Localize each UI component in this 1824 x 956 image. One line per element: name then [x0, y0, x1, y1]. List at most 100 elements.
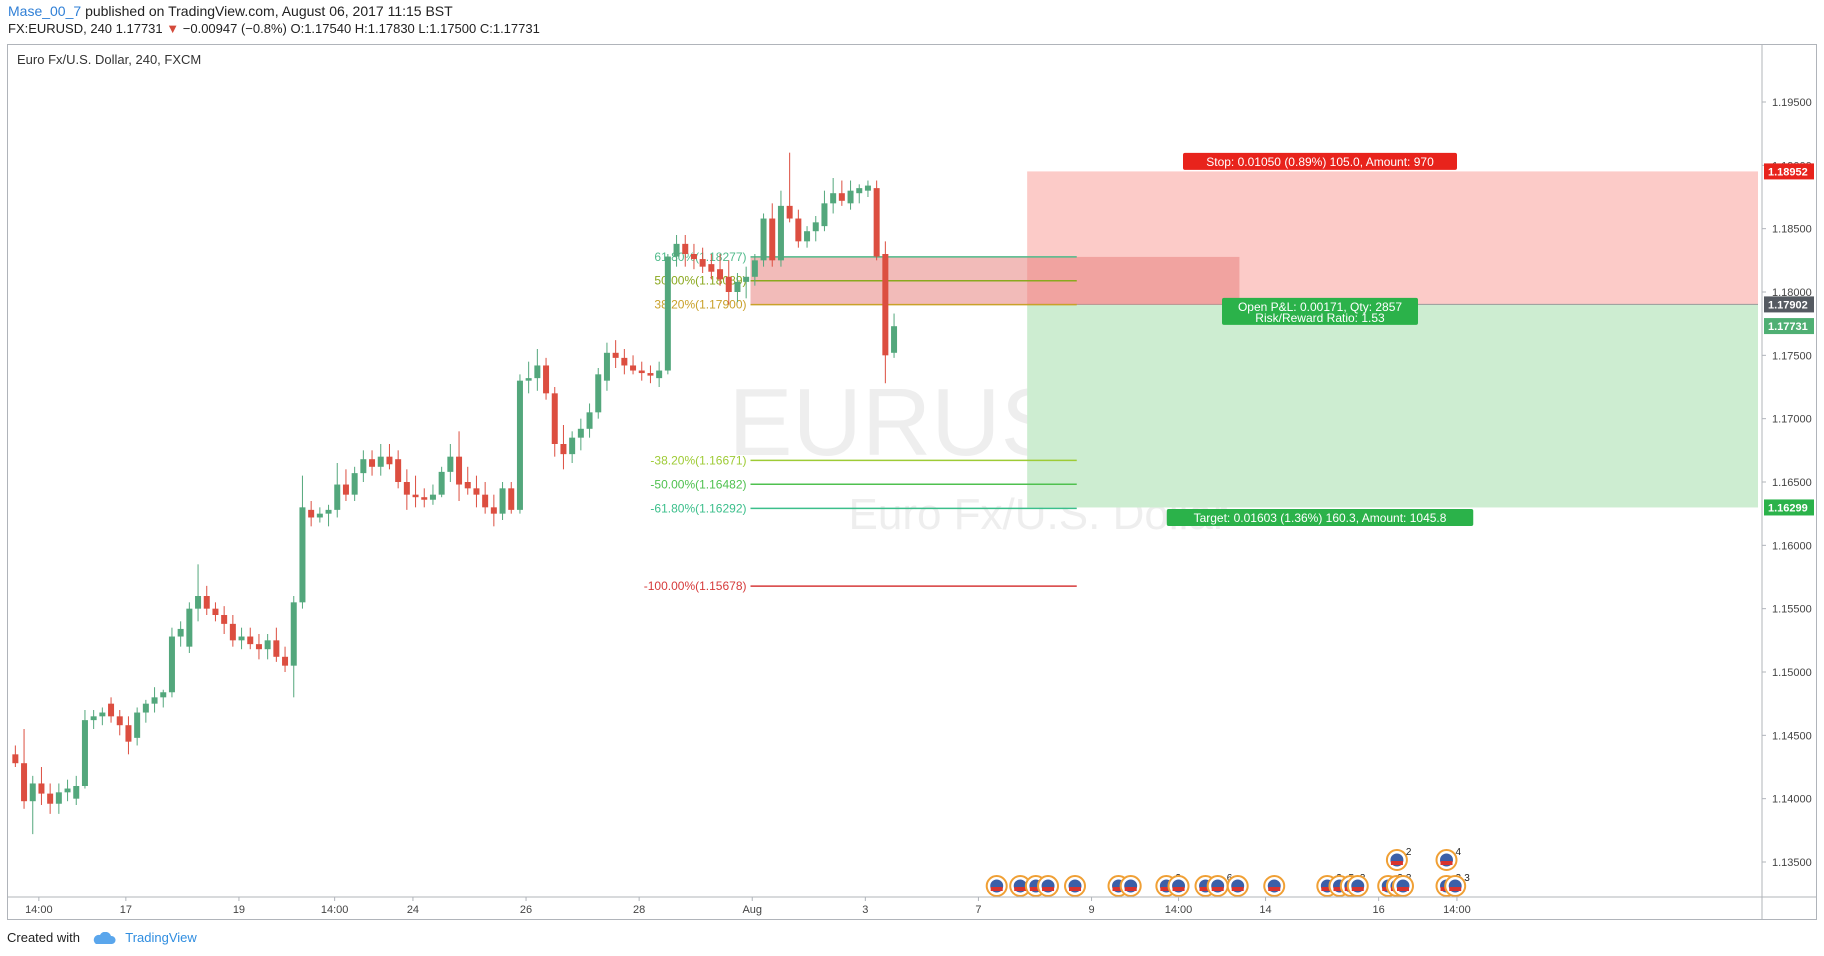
candle-up: [360, 459, 367, 474]
stop-label-bg: [1183, 152, 1457, 170]
price-label: 1.17731: [1768, 321, 1808, 333]
candle-down: [203, 596, 210, 609]
economic-event-marker[interactable]: [1167, 875, 1190, 897]
candle-down: [108, 703, 115, 717]
flag-stripe: [1397, 887, 1409, 891]
candle-up: [586, 412, 593, 429]
candle-down: [482, 494, 489, 508]
candle-down: [229, 623, 236, 641]
pnl-label-text: Open P&L: 0.00171, Qty: 2857: [1238, 300, 1402, 314]
candle-down: [221, 615, 228, 624]
price-chart[interactable]: EURUSD, 240 Euro Fx/U.S. Dollar 61.80%(1…: [8, 45, 1816, 919]
candle-up: [595, 374, 602, 413]
time-tick-label: 19: [233, 904, 245, 916]
flag-stripe: [1042, 887, 1055, 891]
candle-down: [612, 352, 619, 358]
flag-stripe: [1390, 861, 1403, 865]
economic-event-marker[interactable]: 2: [1385, 847, 1412, 871]
candle-down: [412, 494, 419, 498]
economic-event-marker[interactable]: [1119, 875, 1142, 897]
author-link[interactable]: Mase_00_7: [8, 3, 82, 19]
event-count: 3: [1464, 873, 1470, 884]
candle-down: [403, 482, 410, 495]
fib-level-label: 50.00%(1.18089): [654, 274, 746, 288]
event-markers[interactable]: 26352233324: [985, 847, 1470, 897]
price-tick-label: 1.19500: [1772, 97, 1812, 109]
price-label: 1.16299: [1768, 502, 1808, 514]
price-axis[interactable]: 1.195001.190001.185001.180001.175001.170…: [1762, 97, 1814, 869]
fibonacci-levels: 61.80%(1.18277)50.00%(1.18089)38.20%(1.1…: [644, 250, 1240, 593]
chart-frame[interactable]: EURUSD, 240 Euro Fx/U.S. Dollar 61.80%(1…: [7, 44, 1817, 920]
target-label-bg: [1166, 508, 1474, 526]
candle-down: [47, 793, 54, 804]
economic-event-marker[interactable]: [1009, 875, 1032, 897]
down-arrow-icon: ▼: [166, 21, 180, 36]
candle-down: [12, 754, 19, 764]
candle-up: [864, 185, 871, 191]
candle-down: [786, 205, 793, 219]
candle-up: [804, 231, 811, 242]
candle-down: [38, 783, 45, 794]
candle-down: [212, 608, 219, 615]
candle-down: [873, 188, 880, 257]
price-tick-label: 1.16000: [1772, 540, 1812, 552]
time-axis[interactable]: 14:00 17 19 14:00 24 26 28 Aug 3 7 9 14:00 14 16 14:00: [25, 897, 1471, 916]
candle-up: [168, 636, 175, 693]
economic-event-marker[interactable]: 4: [1435, 847, 1462, 871]
economic-event-marker[interactable]: [1392, 875, 1414, 897]
candle-down: [490, 507, 497, 514]
candle-up: [830, 193, 837, 204]
flag-stripe: [1351, 887, 1364, 891]
price-label-bg: [1764, 499, 1814, 516]
tradingview-cloud-icon: [93, 932, 116, 945]
economic-event-marker[interactable]: [1037, 875, 1060, 897]
price-label-bg: [1764, 163, 1814, 180]
flag-stripe: [1440, 861, 1453, 865]
economic-event-marker[interactable]: [1226, 875, 1249, 897]
time-tick-label: 3: [862, 904, 868, 916]
candle-down: [638, 370, 645, 374]
fib-level-label: -50.00%(1.16482): [650, 477, 746, 491]
candle-down: [690, 254, 697, 260]
economic-event-marker[interactable]: 3: [1444, 873, 1470, 897]
target-label: Target: 0.01603 (1.36%) 160.3, Amount: 1…: [1166, 508, 1474, 526]
price-tick-label: 1.15000: [1772, 667, 1812, 679]
candle-up: [377, 456, 384, 467]
time-tick-label: 16: [1373, 904, 1385, 916]
price-label-bg: [1764, 318, 1814, 335]
publish-info-line: Mase_00_7 published on TradingView.com, …: [8, 3, 453, 19]
candle-up: [29, 783, 36, 802]
economic-event-marker[interactable]: [1263, 875, 1286, 897]
candle-up: [734, 281, 741, 292]
candle-down: [882, 254, 889, 356]
candle-up: [447, 456, 454, 472]
candle-down: [699, 259, 706, 267]
flag-stripe: [1124, 887, 1137, 891]
flag-stripe: [1029, 887, 1042, 891]
tradingview-brand[interactable]: TradingView: [125, 930, 197, 945]
published-text: published on TradingView.com, August 06,…: [85, 3, 453, 19]
flag-stripe: [1449, 887, 1462, 891]
economic-event-marker[interactable]: [1346, 875, 1369, 897]
flag-stripe: [990, 887, 1003, 891]
candle-up: [334, 484, 341, 510]
time-tick-label: 28: [633, 904, 645, 916]
time-tick-label: 14:00: [1165, 904, 1193, 916]
candle-up: [195, 596, 202, 609]
economic-event-marker[interactable]: [985, 875, 1008, 897]
candle-up: [760, 218, 767, 261]
candle-up: [821, 203, 828, 227]
fib-level-label: -38.20%(1.16671): [650, 453, 746, 467]
candle-up: [64, 788, 71, 793]
candle-down: [508, 488, 515, 510]
candle-up: [516, 380, 523, 510]
candle-up: [664, 256, 671, 371]
candle-up: [325, 509, 332, 514]
candle-down: [682, 243, 689, 254]
candle-down: [273, 640, 280, 657]
flag-stripe: [1333, 887, 1346, 891]
candle-down: [551, 393, 558, 444]
candle-down: [255, 644, 262, 650]
economic-event-marker[interactable]: [1064, 875, 1087, 897]
candle-up: [812, 222, 819, 232]
